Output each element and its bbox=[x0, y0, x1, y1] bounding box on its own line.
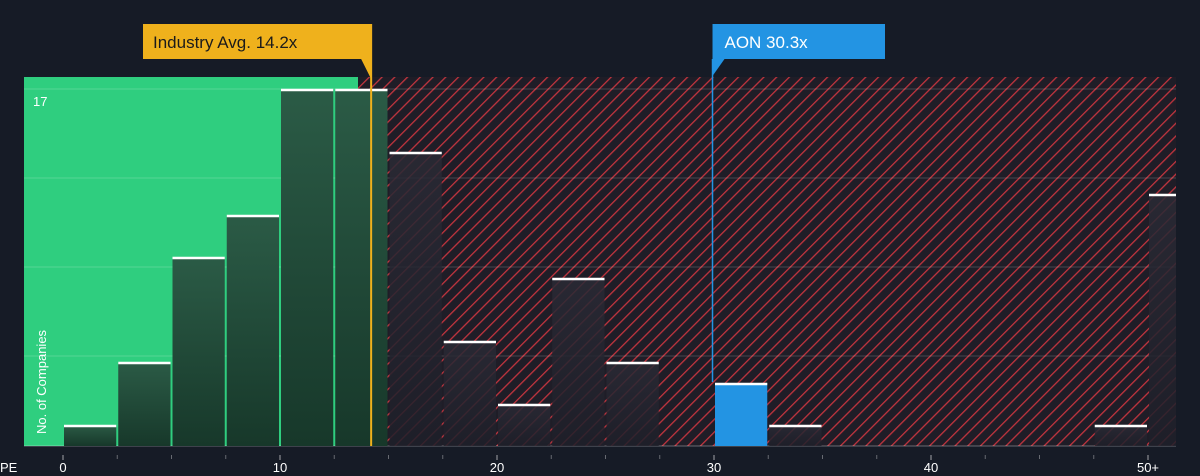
histogram-bar bbox=[118, 362, 171, 446]
histogram-bar bbox=[226, 215, 279, 446]
histogram-bar bbox=[389, 152, 442, 446]
histogram-bar bbox=[1094, 425, 1147, 446]
histogram-bar bbox=[281, 89, 334, 446]
histogram-bar bbox=[498, 404, 551, 446]
x-tick-label: 20 bbox=[490, 460, 504, 475]
industry-avg-callout: Industry Avg. 14.2x bbox=[143, 24, 372, 79]
histogram-bar bbox=[606, 362, 659, 446]
y-axis-ticks: 17 bbox=[33, 94, 47, 109]
x-axis-label: PE bbox=[0, 460, 18, 475]
x-tick-label: 0 bbox=[59, 460, 66, 475]
y-tick-label: 17 bbox=[33, 94, 47, 109]
histogram-bar bbox=[172, 257, 225, 446]
histogram-bar bbox=[1149, 194, 1176, 446]
y-axis-label: No. of Companies bbox=[34, 329, 49, 434]
bars bbox=[64, 88, 1176, 446]
histogram-bar bbox=[552, 278, 605, 446]
company-pe-label: AON 30.3x bbox=[725, 33, 809, 52]
company-bar bbox=[715, 383, 768, 446]
company-pe-callout: AON 30.3x bbox=[712, 24, 885, 76]
x-tick-label: 30 bbox=[707, 460, 721, 475]
histogram-bar bbox=[443, 341, 496, 446]
markers: Industry Avg. 14.2x AON 30.3x bbox=[143, 24, 885, 446]
x-axis: PE 0 10 20 30 40 50+ bbox=[0, 455, 1159, 475]
x-tick-label: 40 bbox=[924, 460, 938, 475]
industry-avg-label-background bbox=[143, 24, 372, 79]
x-tick-label: 50+ bbox=[1137, 460, 1159, 475]
industry-avg-label: Industry Avg. 14.2x bbox=[153, 33, 298, 52]
histogram-bar bbox=[769, 425, 822, 446]
x-tick-label: 10 bbox=[273, 460, 287, 475]
company-pe-label-background bbox=[712, 24, 885, 76]
histogram-bar bbox=[64, 425, 117, 446]
histogram-bar bbox=[335, 89, 388, 446]
